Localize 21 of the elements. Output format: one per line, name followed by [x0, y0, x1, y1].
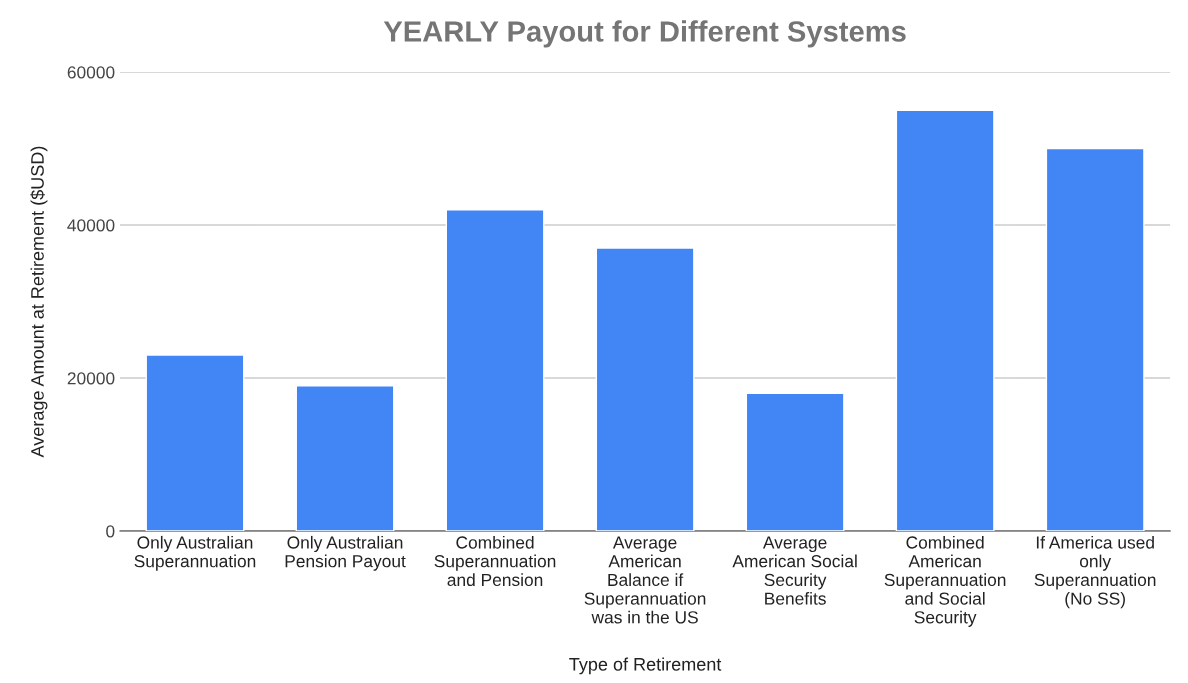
bar — [745, 392, 845, 532]
y-tick-label: 20000 — [67, 372, 115, 385]
x-tick-label: Combined Superannuation and Pension — [434, 535, 556, 587]
bar — [595, 247, 695, 532]
y-tick-label: 40000 — [67, 219, 115, 232]
x-tick-label: Average American Balance if Superannuation was in the US — [584, 536, 706, 624]
x-tick-label: If America used only Superannuation (No SS) — [1034, 535, 1156, 609]
x-axis-title: Type of Retirement — [569, 657, 722, 675]
x-tick-label: Average American Social Security Benefits — [732, 536, 857, 605]
bar — [1045, 147, 1145, 532]
y-axis-title: Average Amount at Retirement ($USD) — [30, 146, 48, 458]
bar — [445, 209, 545, 532]
y-tick-label: 60000 — [67, 66, 115, 79]
x-tick-label: Combined American Superannuation and Social Security — [884, 535, 1006, 627]
bar — [145, 354, 245, 532]
bar — [295, 384, 395, 532]
x-tick-label: Only Australian Superannuation — [134, 535, 256, 571]
y-tick-label: 0 — [106, 525, 115, 538]
chart-title: YEARLY Payout for Different Systems — [383, 20, 906, 48]
x-tick-label: Only Australian Pension Payout — [285, 535, 406, 571]
bar — [895, 109, 995, 532]
